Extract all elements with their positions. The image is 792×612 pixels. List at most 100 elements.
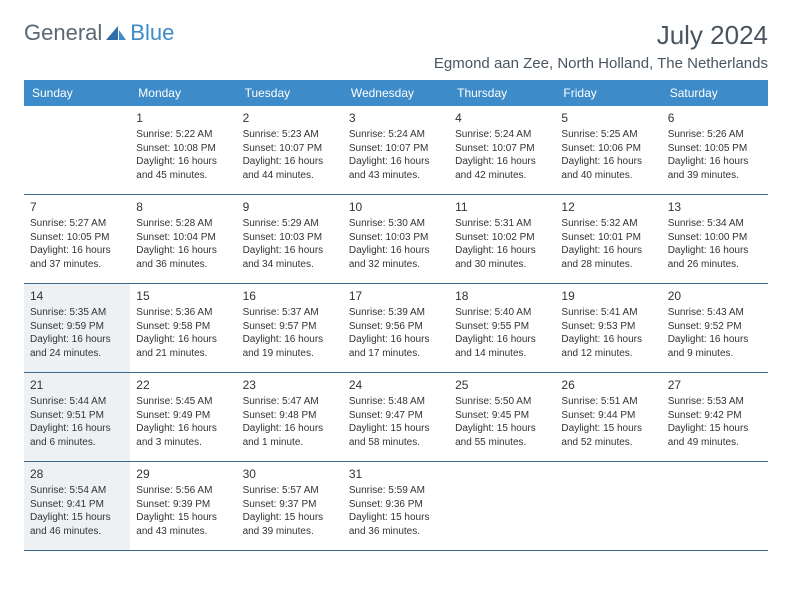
day-info-line: Sunrise: 5:39 AM (349, 306, 443, 320)
day-info-line: Sunrise: 5:44 AM (30, 395, 124, 409)
week-row: 1Sunrise: 5:22 AMSunset: 10:08 PMDayligh… (24, 106, 768, 195)
day-info-line: and 24 minutes. (30, 347, 124, 361)
day-headers-row: SundayMondayTuesdayWednesdayThursdayFrid… (24, 80, 768, 106)
day-info-line: Sunrise: 5:53 AM (668, 395, 762, 409)
day-info-line: Sunset: 9:58 PM (136, 320, 230, 334)
logo-text-2: Blue (130, 20, 174, 46)
day-info-line: Sunrise: 5:31 AM (455, 217, 549, 231)
day-number: 28 (30, 466, 124, 482)
day-info: Sunrise: 5:43 AMSunset: 9:52 PMDaylight:… (668, 306, 762, 360)
day-info-line: Sunrise: 5:51 AM (561, 395, 655, 409)
day-info-line: Daylight: 16 hours (668, 333, 762, 347)
day-number: 30 (243, 466, 337, 482)
day-info-line: Sunset: 10:07 PM (243, 142, 337, 156)
day-info: Sunrise: 5:44 AMSunset: 9:51 PMDaylight:… (30, 395, 124, 449)
day-info-line: Daylight: 16 hours (136, 422, 230, 436)
day-info-line: Sunset: 9:41 PM (30, 498, 124, 512)
day-info-line: Daylight: 16 hours (455, 244, 549, 258)
day-cell: 17 Sunrise: 5:39 AMSunset: 9:56 PMDayligh… (343, 284, 449, 372)
day-number: 6 (668, 110, 762, 126)
day-info: Sunrise: 5:59 AMSunset: 9:36 PMDaylight:… (349, 484, 443, 538)
day-cell: 18Sunrise: 5:40 AMSunset: 9:55 PMDayligh… (449, 284, 555, 372)
day-info-line: Daylight: 16 hours (243, 333, 337, 347)
day-number: 8 (136, 199, 230, 215)
day-number: 24 (349, 377, 443, 393)
day-info-line: Daylight: 16 hours (136, 333, 230, 347)
day-info: Sunrise: 5:26 AMSunset: 10:05 PMDaylight… (668, 128, 762, 182)
day-info-line: Daylight: 16 hours (243, 422, 337, 436)
day-info-line: Sunrise: 5:23 AM (243, 128, 337, 142)
day-info-line: Sunset: 9:49 PM (136, 409, 230, 423)
day-info-line: Sunrise: 5:24 AM (455, 128, 549, 142)
day-header: Saturday (662, 80, 768, 106)
day-info: Sunrise: 5:23 AMSunset: 10:07 PMDaylight… (243, 128, 337, 182)
day-info-line: Daylight: 15 hours (668, 422, 762, 436)
day-header: Wednesday (343, 80, 449, 106)
day-info-line: Sunrise: 5:37 AM (243, 306, 337, 320)
day-cell: 29Sunrise: 5:56 AMSunset: 9:39 PMDayligh… (130, 462, 236, 550)
day-cell: 19Sunrise: 5:41 AMSunset: 9:53 PMDayligh… (555, 284, 661, 372)
day-number: 21 (30, 377, 124, 393)
day-info: Sunrise: 5:54 AMSunset: 9:41 PMDaylight:… (30, 484, 124, 538)
day-info-line: Sunrise: 5:47 AM (243, 395, 337, 409)
day-cell-empty (662, 462, 768, 550)
day-info-line: Sunrise: 5:27 AM (30, 217, 124, 231)
day-info: Sunrise: 5:51 AMSunset: 9:44 PMDaylight:… (561, 395, 655, 449)
day-info-line: Daylight: 16 hours (136, 244, 230, 258)
day-info-line: Daylight: 15 hours (349, 511, 443, 525)
day-cell: 24Sunrise: 5:48 AMSunset: 9:47 PMDayligh… (343, 373, 449, 461)
day-info-line: and 36 minutes. (136, 258, 230, 272)
day-info-line: Daylight: 16 hours (30, 333, 124, 347)
day-number: 7 (30, 199, 124, 215)
day-cell: 4Sunrise: 5:24 AMSunset: 10:07 PMDayligh… (449, 106, 555, 194)
week-row: 14Sunrise: 5:35 AMSunset: 9:59 PMDayligh… (24, 284, 768, 373)
day-info-line: and 55 minutes. (455, 436, 549, 450)
day-cell: 12Sunrise: 5:32 AMSunset: 10:01 PMDaylig… (555, 195, 661, 283)
day-number: 3 (349, 110, 443, 126)
day-info-line: and 37 minutes. (30, 258, 124, 272)
day-info-line: and 14 minutes. (455, 347, 549, 361)
day-info-line: Daylight: 16 hours (349, 333, 443, 347)
day-info-line: Daylight: 15 hours (455, 422, 549, 436)
day-cell: 30Sunrise: 5:57 AMSunset: 9:37 PMDayligh… (237, 462, 343, 550)
week-row: 21 Sunrise: 5:44 AMSunset: 9:51 PMDayligh… (24, 373, 768, 462)
day-number: 5 (561, 110, 655, 126)
day-info-line: Daylight: 16 hours (30, 422, 124, 436)
day-info-line: and 26 minutes. (668, 258, 762, 272)
day-info-line: Daylight: 16 hours (668, 155, 762, 169)
day-info-line: Sunrise: 5:45 AM (136, 395, 230, 409)
day-info-line: Sunrise: 5:54 AM (30, 484, 124, 498)
day-info-line: Sunset: 9:44 PM (561, 409, 655, 423)
day-info-line: Sunset: 9:36 PM (349, 498, 443, 512)
day-info-line: Sunset: 10:08 PM (136, 142, 230, 156)
logo-text-1: General (24, 20, 102, 46)
day-info: Sunrise: 5:53 AMSunset: 9:42 PMDaylight:… (668, 395, 762, 449)
day-cell: 9Sunrise: 5:29 AMSunset: 10:03 PMDayligh… (237, 195, 343, 283)
day-info-line: and 43 minutes. (136, 525, 230, 539)
day-header: Tuesday (237, 80, 343, 106)
day-info: Sunrise: 5:39 AMSunset: 9:56 PMDaylight:… (349, 306, 443, 360)
day-header: Sunday (24, 80, 130, 106)
day-info-line: Sunset: 10:01 PM (561, 231, 655, 245)
day-info: Sunrise: 5:30 AMSunset: 10:03 PMDaylight… (349, 217, 443, 271)
day-info-line: Sunset: 9:47 PM (349, 409, 443, 423)
day-info-line: Sunrise: 5:25 AM (561, 128, 655, 142)
day-header: Monday (130, 80, 236, 106)
day-number: 17 (349, 288, 443, 304)
day-cell: 3Sunrise: 5:24 AMSunset: 10:07 PMDayligh… (343, 106, 449, 194)
day-header: Friday (555, 80, 661, 106)
day-cell: 16Sunrise: 5:37 AMSunset: 9:57 PMDayligh… (237, 284, 343, 372)
day-info-line: Daylight: 15 hours (561, 422, 655, 436)
day-info-line: Sunset: 9:55 PM (455, 320, 549, 334)
day-info-line: and 6 minutes. (30, 436, 124, 450)
day-info-line: Sunrise: 5:28 AM (136, 217, 230, 231)
day-info: Sunrise: 5:25 AMSunset: 10:06 PMDaylight… (561, 128, 655, 182)
day-info-line: and 12 minutes. (561, 347, 655, 361)
day-number: 9 (243, 199, 337, 215)
day-number: 27 (668, 377, 762, 393)
day-info-line: and 46 minutes. (30, 525, 124, 539)
day-cell: 6 Sunrise: 5:26 AMSunset: 10:05 PMDayligh… (662, 106, 768, 194)
day-number: 19 (561, 288, 655, 304)
day-info: Sunrise: 5:36 AMSunset: 9:58 PMDaylight:… (136, 306, 230, 360)
day-info: Sunrise: 5:56 AMSunset: 9:39 PMDaylight:… (136, 484, 230, 538)
